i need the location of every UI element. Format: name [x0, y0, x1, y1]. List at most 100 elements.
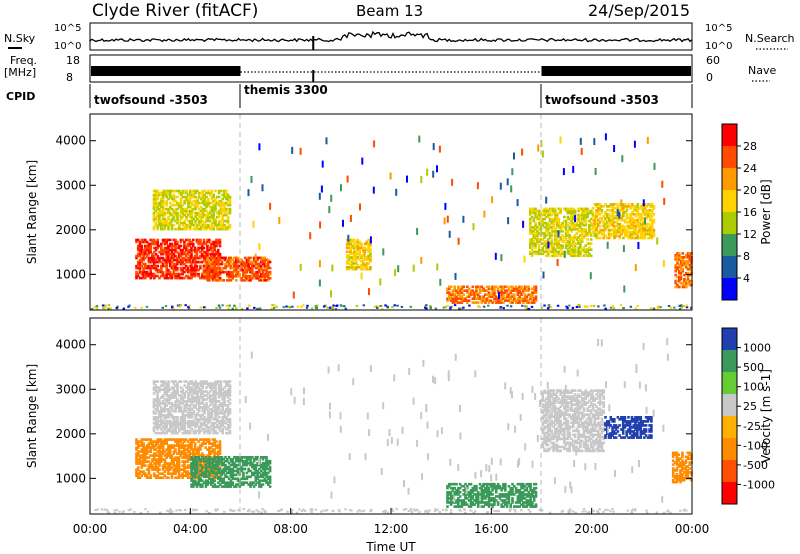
power-sparse-cell	[420, 176, 423, 184]
power-cell	[179, 211, 183, 215]
power-cell	[500, 291, 503, 294]
velocity-cell	[197, 468, 200, 471]
power-cell	[611, 218, 614, 222]
power-cell	[543, 240, 546, 243]
power-cell	[205, 219, 208, 223]
power-cell	[676, 256, 679, 259]
power-cell	[552, 248, 555, 251]
power-cell	[138, 258, 142, 262]
velocity-cell	[194, 404, 197, 407]
power-cell	[589, 254, 593, 258]
power-cell	[511, 285, 514, 289]
velocity-cell	[158, 412, 161, 415]
velocity-cell	[190, 398, 194, 401]
velocity-cell	[177, 470, 181, 473]
power-sparse-cell	[516, 199, 519, 207]
power-cell	[161, 203, 165, 207]
power-cell	[179, 240, 183, 244]
power-cell	[564, 238, 568, 241]
power-cell	[263, 277, 267, 280]
power-cell	[458, 289, 462, 292]
power-cell	[151, 274, 154, 278]
velocity-cell	[200, 444, 204, 447]
power-cell	[183, 262, 186, 266]
power-ground-cell	[571, 306, 575, 309]
velocity-cell	[208, 473, 211, 477]
power-cell	[231, 262, 234, 266]
power-cell	[172, 199, 176, 203]
power-cell	[210, 272, 213, 276]
velocity-cell	[149, 466, 152, 469]
velocity-cell	[201, 410, 205, 413]
power-cell	[163, 219, 167, 223]
power-cell	[159, 199, 163, 203]
velocity-cell	[222, 467, 225, 471]
power-cell	[196, 211, 199, 215]
velocity-cell	[256, 458, 259, 461]
power-cell	[158, 201, 161, 205]
power-cell	[467, 293, 471, 296]
power-cell	[511, 301, 514, 304]
power-cell	[622, 224, 625, 228]
power-cell	[163, 225, 167, 229]
velocity-cell	[187, 416, 190, 419]
power-cell	[229, 264, 233, 268]
power-cell	[511, 289, 514, 292]
velocity-cell	[224, 469, 227, 473]
power-ground-cell	[678, 304, 681, 307]
power-cell	[165, 189, 168, 193]
velocity-cell	[154, 474, 158, 477]
velocity-cell	[199, 406, 203, 409]
power-cell	[186, 274, 190, 278]
power-cell	[233, 266, 236, 270]
power-cell	[451, 291, 455, 294]
power-cell	[247, 264, 250, 268]
power-cell	[259, 260, 263, 264]
freq-tick-bottom: 8	[66, 71, 73, 84]
velocity-cell	[159, 388, 163, 391]
power-cell	[353, 238, 356, 242]
power-cell	[688, 273, 692, 277]
power-cell	[509, 297, 512, 300]
power-cell	[197, 213, 201, 217]
velocity-cell	[183, 452, 186, 455]
velocity-cell	[140, 464, 144, 467]
power-cell	[222, 256, 226, 260]
power-cell	[685, 285, 688, 289]
power-cell	[240, 264, 243, 268]
power-sparse-cell	[372, 186, 375, 194]
power-sparse-cell	[363, 249, 366, 257]
power-cell	[149, 244, 152, 248]
power-cell	[228, 225, 232, 229]
power-cell	[247, 258, 250, 262]
power-cell	[537, 246, 541, 249]
velocity-cell	[240, 458, 243, 461]
power-cell	[548, 213, 552, 217]
velocity-cell	[205, 386, 208, 389]
velocity-cell	[163, 442, 167, 445]
velocity-cell	[158, 448, 161, 451]
power-cell	[140, 248, 144, 252]
velocity-cell	[167, 446, 170, 449]
power-cell	[227, 260, 231, 264]
nsearch-label: N.Search	[745, 32, 795, 45]
power-cell	[623, 203, 627, 206]
power-cell	[550, 240, 554, 243]
velocity-cell	[252, 473, 256, 477]
power-sparse-cell	[395, 188, 398, 196]
velocity-cell	[193, 465, 197, 469]
velocity-cell	[158, 464, 161, 467]
power-cell	[159, 213, 163, 217]
power-cell	[174, 195, 177, 199]
power-cell	[192, 256, 195, 260]
power-cell	[152, 213, 156, 217]
power-sparse-cell	[663, 197, 666, 205]
power-cell	[233, 256, 236, 260]
velocity-cell	[151, 458, 154, 461]
power-cell	[522, 297, 525, 300]
power-sparse-cell	[622, 245, 625, 253]
power-ground-cell	[669, 306, 673, 309]
power-cell	[192, 242, 195, 246]
velocity-cell	[152, 446, 156, 449]
power-ground-cell	[326, 306, 329, 309]
